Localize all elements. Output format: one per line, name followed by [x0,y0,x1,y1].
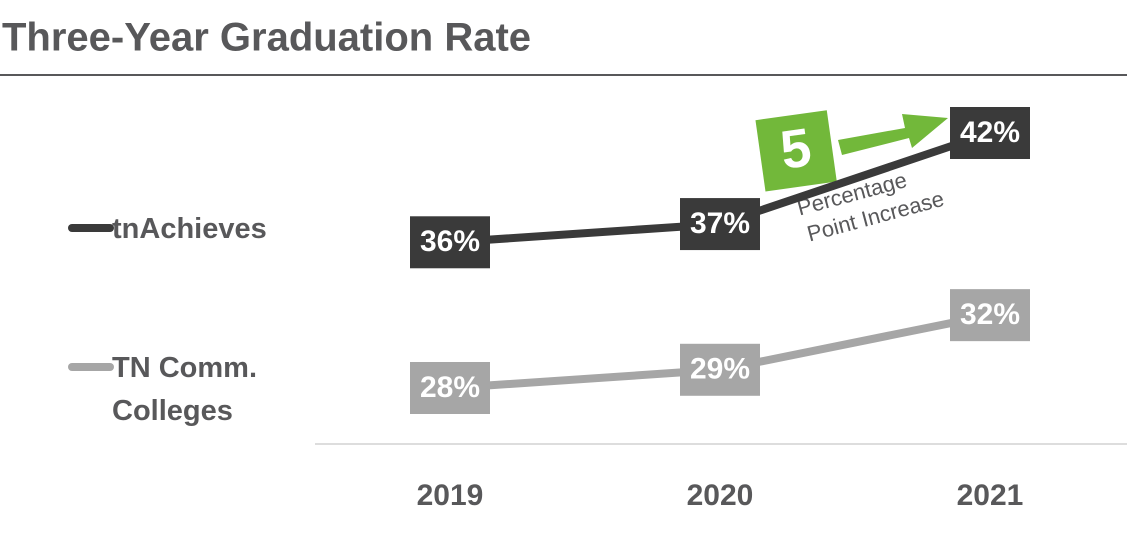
value-box [950,289,1030,342]
x-tick-label: 2021 [957,479,1024,512]
annotation: 5 [755,110,837,192]
annotation-badge [755,110,837,192]
legend-label: TN Comm. Colleges [112,352,257,427]
x-tick-label: 2019 [417,479,484,512]
legend-item: tnAchieves [112,213,267,245]
x-tick-label: 2020 [687,479,754,512]
value-label: 32% [960,298,1020,331]
chart-title: Three-Year Graduation Rate [2,16,531,60]
value-label: 42% [960,116,1020,149]
value-box [410,216,490,269]
value-label: 37% [690,207,750,240]
legend-item: TN Comm. Colleges [112,352,257,427]
value-box [680,198,760,251]
legend-label: tnAchieves [112,213,267,245]
value-box [950,107,1030,159]
value-label: 28% [420,371,480,404]
value-box [410,362,490,414]
value-label: 36% [420,225,480,258]
annotation-arrow [838,114,948,155]
value-box [680,343,760,396]
value-label: 29% [690,353,750,386]
